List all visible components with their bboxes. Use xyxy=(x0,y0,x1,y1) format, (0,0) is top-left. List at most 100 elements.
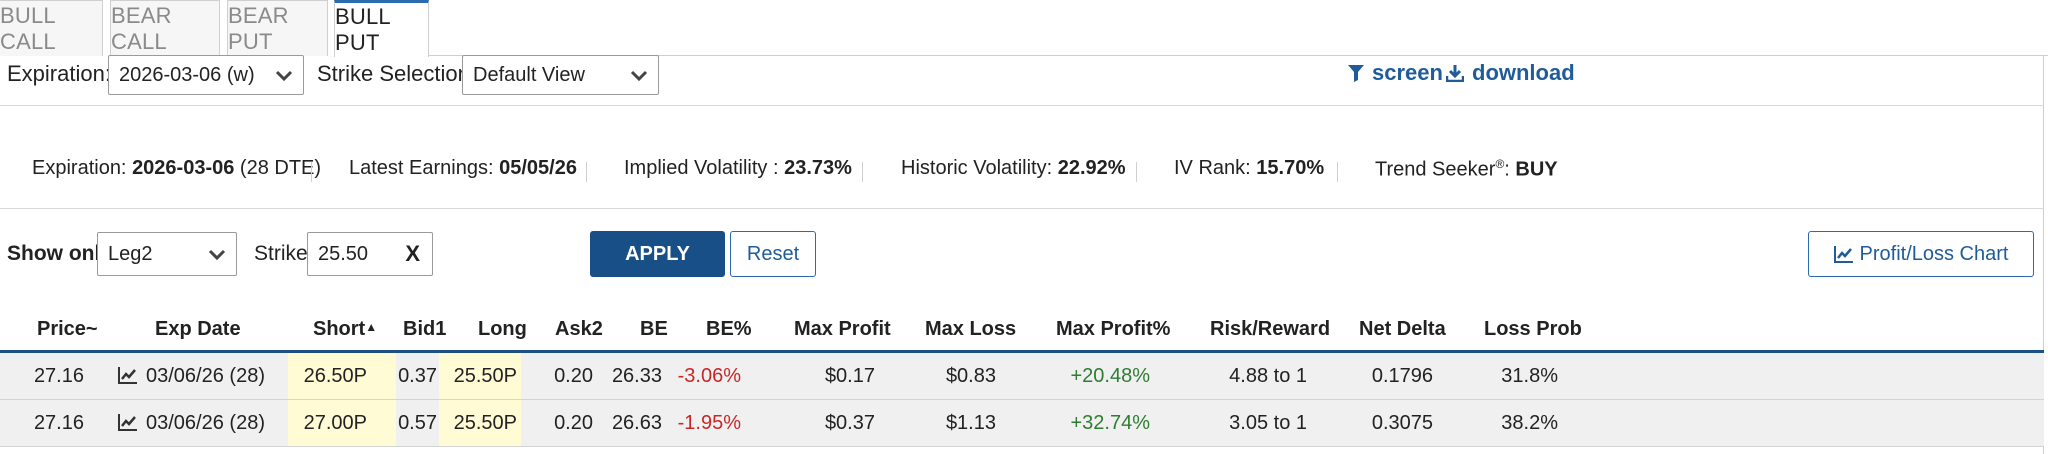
strike-selection-value: Default View xyxy=(473,63,585,86)
cell-loss-prob: 38.2% xyxy=(1501,412,1558,434)
download-icon xyxy=(1446,65,1464,82)
row-divider xyxy=(0,446,2044,447)
line-chart-icon[interactable] xyxy=(118,366,138,384)
cell-bid1: 0.57 xyxy=(398,412,437,434)
cell-price: 27.16 xyxy=(33,412,84,434)
tab-bull-call[interactable]: BULL CALL xyxy=(0,0,103,56)
cell-ask2: 0.20 xyxy=(554,365,593,387)
strike-selection-select[interactable]: Default View xyxy=(462,55,659,95)
cell-max-loss: $0.83 xyxy=(945,365,996,387)
cell-be: 26.63 xyxy=(611,412,662,434)
info-separator xyxy=(1337,162,1338,182)
expiration-select-value: 2026-03-06 (w) xyxy=(119,63,255,86)
col-header-be[interactable]: BE xyxy=(640,318,668,340)
strike-input[interactable]: 25.50 X xyxy=(307,232,433,276)
show-only-label: Show only: xyxy=(7,242,119,265)
tab-bull-put[interactable]: BULL PUT xyxy=(334,0,429,57)
cell-max-profit: $0.17 xyxy=(824,365,875,387)
download-label: download xyxy=(1472,60,1575,85)
show-only-value: Leg2 xyxy=(108,242,153,265)
info-iv-rank: IV Rank: 15.70% xyxy=(1174,157,1325,179)
cell-max-profit-pct: +32.74% xyxy=(1070,412,1150,434)
cell-net-delta: 0.3075 xyxy=(1371,412,1433,434)
info-implied-volatility: Implied Volatility : 23.73% xyxy=(624,157,852,179)
table-header-underline xyxy=(0,350,2044,353)
cell-be: 26.33 xyxy=(611,365,662,387)
cell-be-pct: -3.06% xyxy=(677,365,741,387)
chevron-down-icon xyxy=(208,249,226,261)
cell-risk-reward: 3.05 to 1 xyxy=(1229,412,1307,434)
profit-loss-chart-label: Profit/Loss Chart xyxy=(1859,242,2009,265)
divider xyxy=(0,105,2044,106)
cell-long[interactable]: 25.50P xyxy=(453,412,517,434)
long-strike-highlight xyxy=(439,400,521,446)
options-panel xyxy=(0,55,2044,454)
col-header-max-profit[interactable]: Max Profit xyxy=(794,318,891,340)
cell-max-profit: $0.37 xyxy=(824,412,875,434)
line-chart-icon[interactable] xyxy=(118,413,138,431)
col-header-max-profit-pct[interactable]: Max Profit% xyxy=(1056,318,1171,340)
expiration-select[interactable]: 2026-03-06 (w) xyxy=(108,55,304,95)
expiration-label: Expiration: xyxy=(7,61,111,86)
cell-exp-date: 03/06/26 (28) xyxy=(146,365,265,387)
col-header-bid1[interactable]: Bid1 xyxy=(403,318,447,340)
col-header-long[interactable]: Long xyxy=(478,318,527,340)
screen-button[interactable]: screen xyxy=(1348,60,1443,86)
chevron-down-icon xyxy=(275,70,293,82)
strike-selection-label: Strike Selection: xyxy=(317,61,476,86)
info-earnings: Latest Earnings: 05/05/26 xyxy=(349,157,577,179)
col-header-ask2[interactable]: Ask2 xyxy=(555,318,603,340)
row-divider xyxy=(0,399,2044,400)
table-row[interactable]: 27.16 03/06/26 (28) 26.50P 0.37 25.50P 0… xyxy=(0,353,2044,399)
info-trend-seeker: Trend Seeker®: BUY xyxy=(1375,157,1558,181)
divider xyxy=(0,208,2044,209)
col-header-exp-date[interactable]: Exp Date xyxy=(155,318,241,340)
col-header-be-pct[interactable]: BE% xyxy=(706,318,752,340)
col-header-risk-reward[interactable]: Risk/Reward xyxy=(1210,318,1331,340)
short-strike-highlight xyxy=(288,400,396,446)
col-header-loss-prob[interactable]: Loss Prob xyxy=(1484,318,1582,340)
cell-max-loss: $1.13 xyxy=(945,412,996,434)
cell-ask2: 0.20 xyxy=(554,412,593,434)
show-only-select[interactable]: Leg2 xyxy=(97,232,237,276)
cell-be-pct: -1.95% xyxy=(677,412,741,434)
tab-bar-divider xyxy=(429,55,2048,56)
col-header-net-delta[interactable]: Net Delta xyxy=(1359,318,1446,340)
col-header-short[interactable]: Short▲ xyxy=(313,318,378,340)
strike-input-value: 25.50 xyxy=(318,242,369,265)
tab-bear-put[interactable]: BEAR PUT xyxy=(227,0,328,56)
col-header-max-loss[interactable]: Max Loss xyxy=(925,318,1017,340)
cell-max-profit-pct: +20.48% xyxy=(1070,365,1150,387)
info-separator xyxy=(311,162,312,182)
info-historic-volatility: Historic Volatility: 22.92% xyxy=(901,157,1126,179)
chevron-down-icon xyxy=(630,70,648,82)
cell-loss-prob: 31.8% xyxy=(1501,365,1558,387)
cell-long[interactable]: 25.50P xyxy=(453,365,517,387)
filter-icon xyxy=(1348,65,1364,82)
line-chart-icon xyxy=(1833,246,1853,263)
apply-button[interactable]: APPLY xyxy=(590,231,725,277)
profit-loss-chart-button[interactable]: Profit/Loss Chart xyxy=(1808,231,2034,277)
cell-exp-date: 03/06/26 (28) xyxy=(146,412,265,434)
col-header-price[interactable]: Price~ xyxy=(37,318,98,340)
tab-bear-call[interactable]: BEAR CALL xyxy=(110,0,220,56)
table-row[interactable]: 27.16 03/06/26 (28) 27.00P 0.57 25.50P 0… xyxy=(0,400,2044,446)
download-button[interactable]: download xyxy=(1446,60,1575,86)
screen-label: screen xyxy=(1372,60,1443,85)
cell-bid1: 0.37 xyxy=(398,365,437,387)
cell-net-delta: 0.1796 xyxy=(1371,365,1433,387)
cell-short[interactable]: 26.50P xyxy=(303,365,367,387)
cell-short[interactable]: 27.00P xyxy=(303,412,367,434)
cell-risk-reward: 4.88 to 1 xyxy=(1229,365,1307,387)
clear-strike-icon[interactable]: X xyxy=(405,241,420,266)
info-separator xyxy=(1136,162,1137,182)
info-expiration: Expiration: 2026-03-06 (28 DTE) xyxy=(32,157,322,179)
reset-button[interactable]: Reset xyxy=(730,231,816,277)
sort-asc-icon: ▲ xyxy=(365,320,378,334)
info-separator xyxy=(586,162,587,182)
long-strike-highlight xyxy=(439,353,521,399)
info-separator xyxy=(862,162,863,182)
strike-label: Strike: xyxy=(254,242,314,265)
short-strike-highlight xyxy=(288,353,396,399)
cell-price: 27.16 xyxy=(33,365,84,387)
